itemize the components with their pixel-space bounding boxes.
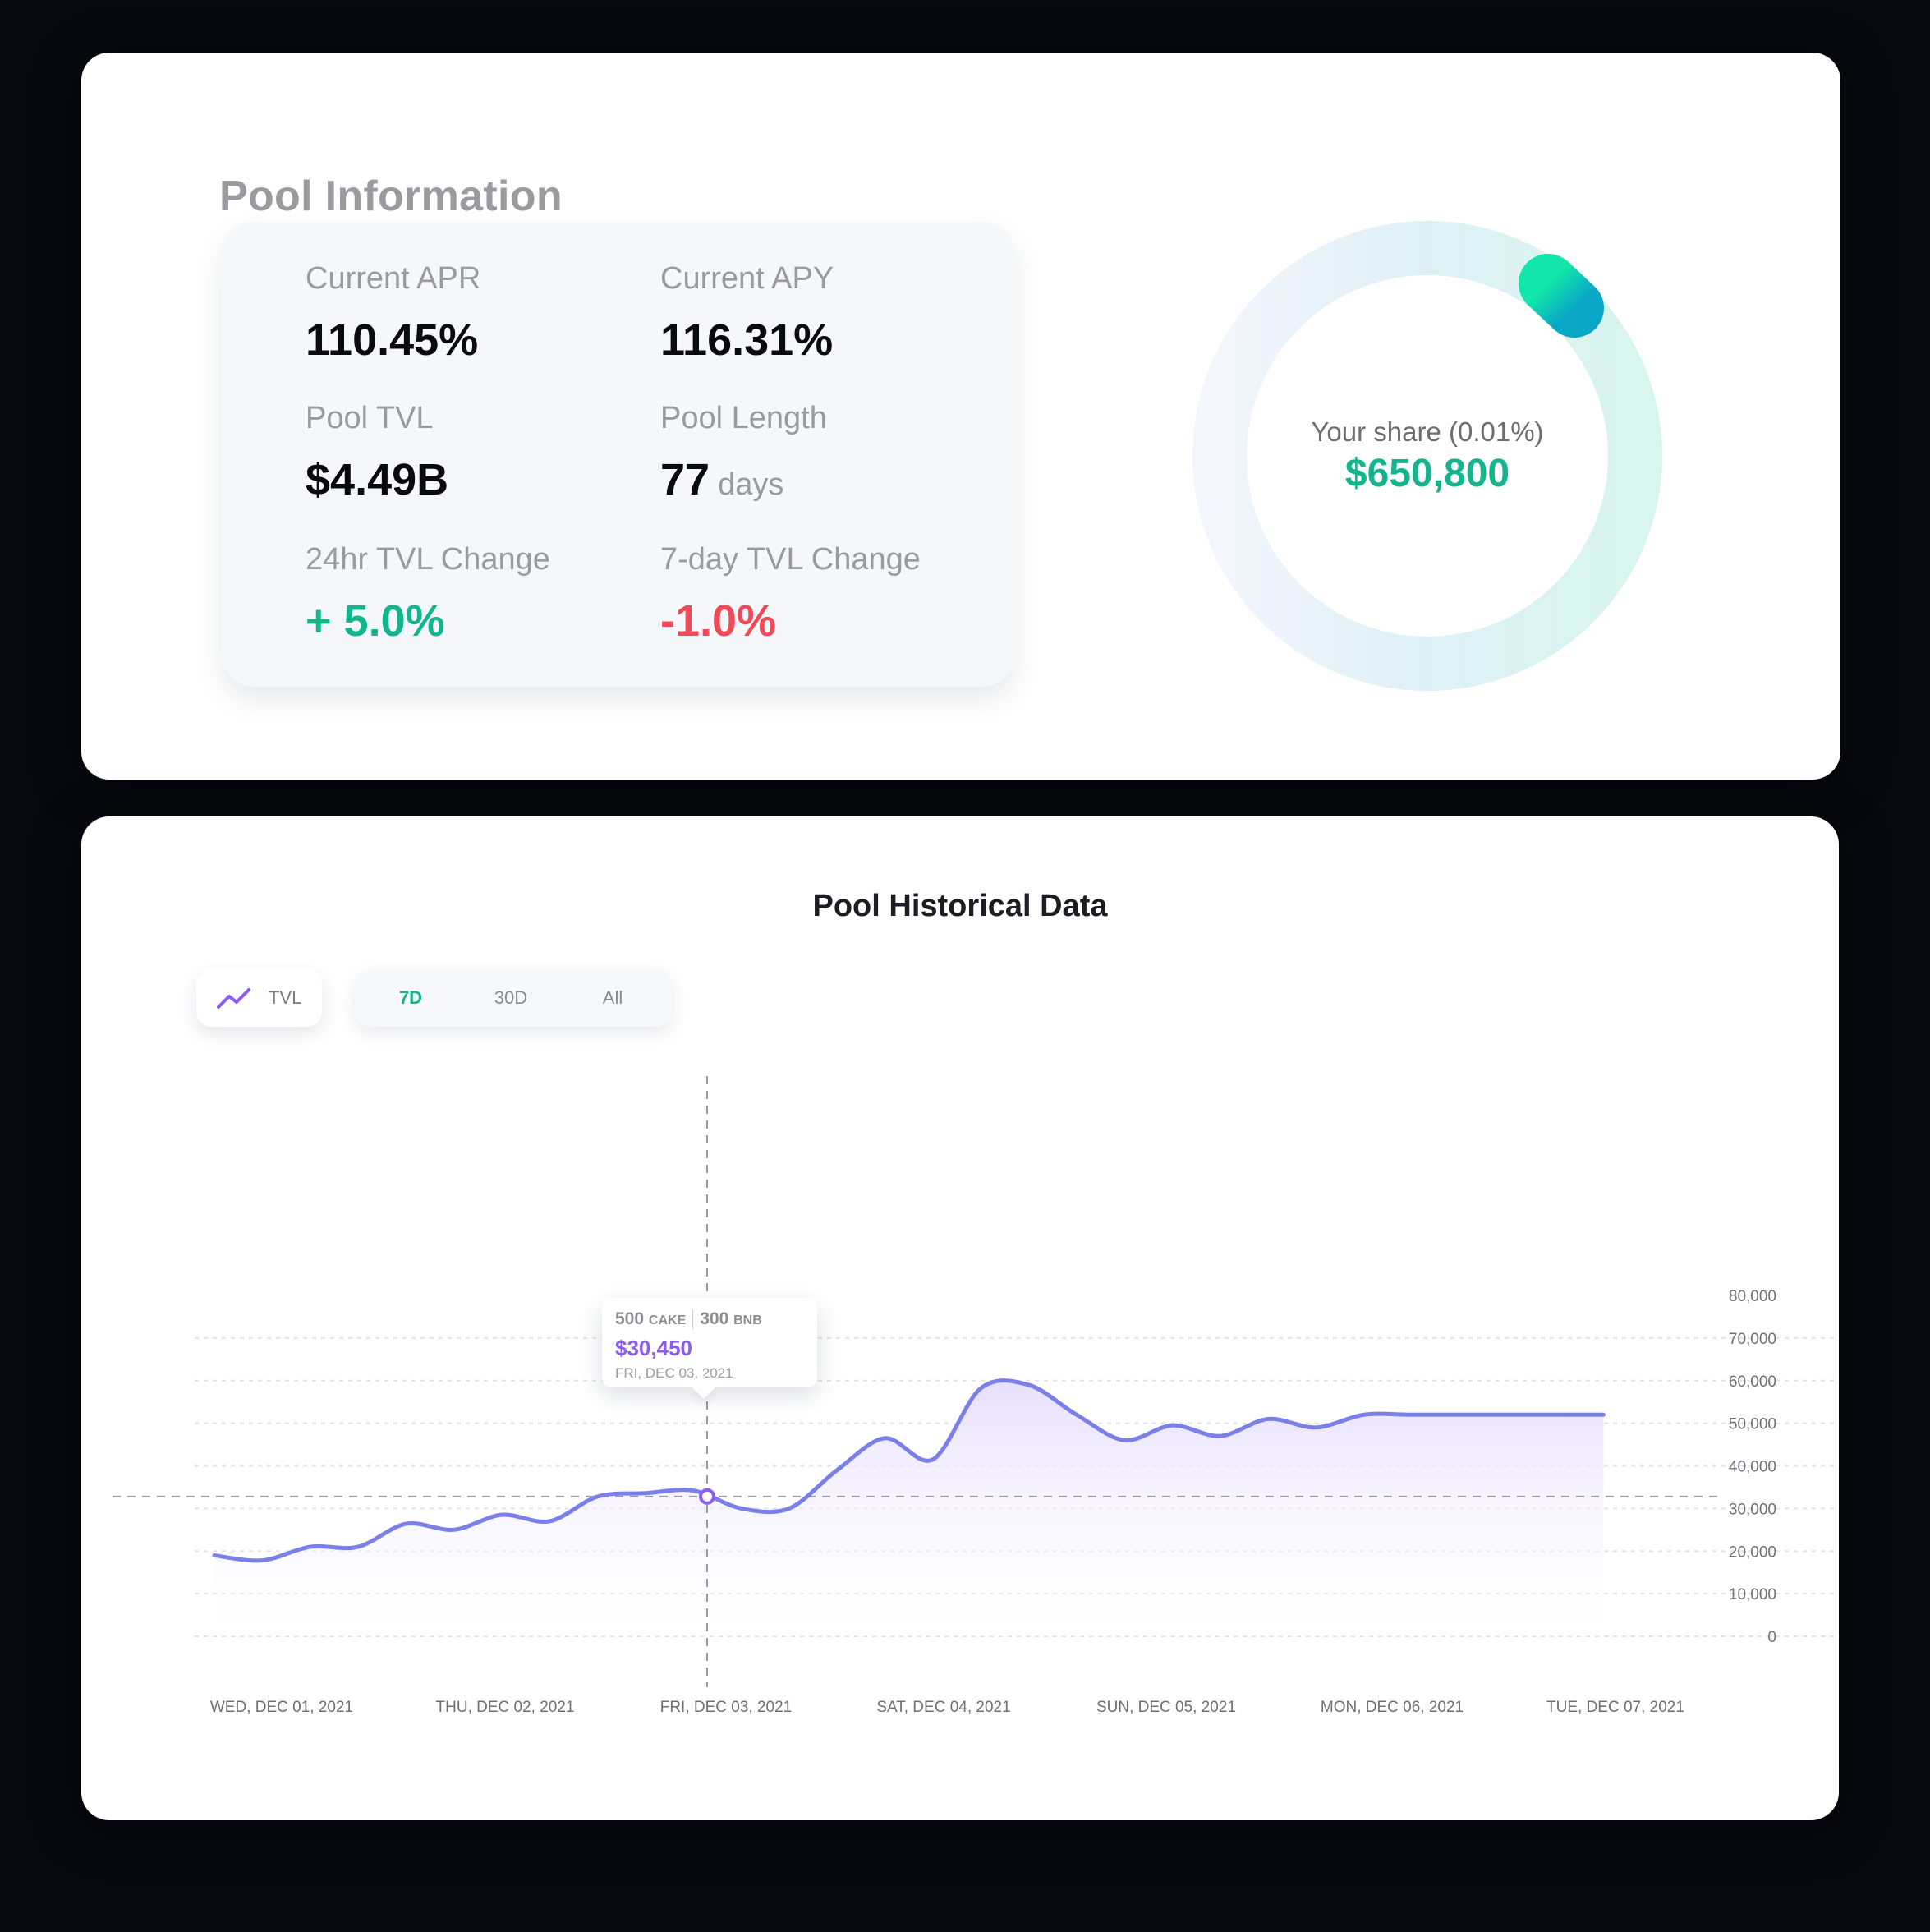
- tvl-area: [214, 1380, 1604, 1636]
- stat-value: -1.0%: [660, 596, 777, 646]
- share-donut: Your share (0.01%) $650,800: [1189, 218, 1666, 694]
- highlight-point[interactable]: [699, 1488, 715, 1505]
- stat-label: Current APY: [660, 261, 834, 296]
- range-7d-button[interactable]: 7D: [398, 987, 423, 1008]
- y-tick-label: 50,000: [1729, 1416, 1776, 1433]
- y-tick-label: 40,000: [1729, 1459, 1776, 1476]
- share-text: Your share (0.01%) $650,800: [1189, 416, 1666, 496]
- stat-value: $4.49B: [306, 455, 449, 504]
- share-label: Your share (0.01%): [1311, 416, 1544, 447]
- stat-value: 110.45%: [306, 315, 479, 365]
- metric-label: TVL: [269, 987, 302, 1008]
- tooltip-bnb-amount: 300: [700, 1309, 729, 1328]
- range-toggle: 7D 30D All: [356, 969, 671, 1027]
- x-tick-label: SAT, DEC 04, 2021: [876, 1699, 1010, 1716]
- tvl-series-line: [212, 1378, 1606, 1563]
- stat-7day-tvl-change: 7-day TVL Change -1.0%: [660, 542, 1005, 646]
- y-tick-label: 80,000: [1729, 1288, 1776, 1305]
- tooltip-value: $30,450: [615, 1336, 692, 1360]
- chart-title: Pool Historical Data: [812, 889, 1108, 923]
- x-tick-label: TUE, DEC 07, 2021: [1546, 1699, 1684, 1716]
- y-tick-label: 70,000: [1729, 1331, 1776, 1348]
- pool-information-card: Pool Information Current APR 110.45% Cur…: [81, 53, 1840, 780]
- y-tick-label: 30,000: [1729, 1501, 1776, 1518]
- stat-pool-tvl: Pool TVL $4.49B: [306, 401, 650, 505]
- tooltip-cake-amount: 500: [615, 1309, 645, 1328]
- y-tick-label: 20,000: [1729, 1543, 1776, 1561]
- stat-current-apy: Current APY 116.31%: [660, 261, 1005, 366]
- stat-current-apr: Current APR 110.45%: [306, 261, 650, 366]
- stat-label: Pool Length: [660, 401, 827, 435]
- x-tick-label: WED, DEC 01, 2021: [210, 1699, 353, 1716]
- range-30d-button[interactable]: 30D: [494, 987, 528, 1008]
- stat-value: 77: [660, 455, 710, 504]
- stats-panel: Current APR 110.45% Current APY 116.31% …: [222, 222, 1015, 687]
- tooltip-amounts: 500 CAKE 300 BNB: [615, 1309, 762, 1330]
- chart-tooltip: 500 CAKE 300 BNB $30,450 FRI, DEC 03, 202…: [602, 1298, 817, 1387]
- stat-24hr-tvl-change: 24hr TVL Change + 5.0%: [306, 542, 650, 646]
- x-tick-label: THU, DEC 02, 2021: [436, 1699, 575, 1716]
- x-tick-label: SUN, DEC 05, 2021: [1096, 1699, 1236, 1716]
- tooltip-cake-unit: CAKE: [648, 1313, 687, 1327]
- range-all-button[interactable]: All: [602, 987, 623, 1008]
- stat-label: 24hr TVL Change: [306, 542, 550, 577]
- tooltip-bnb-unit: BNB: [733, 1313, 762, 1327]
- stat-value-wrap: 77 days: [660, 454, 1005, 505]
- metric-tvl-button[interactable]: TVL: [196, 969, 322, 1027]
- x-tick-label: FRI, DEC 03, 2021: [660, 1699, 793, 1716]
- y-tick-label: 60,000: [1729, 1373, 1776, 1391]
- trend-line-icon: [217, 988, 250, 1009]
- stat-unit: days: [718, 467, 784, 502]
- share-donut-ring: [1192, 221, 1662, 691]
- tooltip-date: FRI, DEC 03, 2021: [615, 1365, 733, 1381]
- tvl-chart: 0 10,000 20,000 30,000 40,000 50,000 60,000 70,…: [113, 1076, 1836, 1716]
- stat-label: Current APR: [306, 261, 481, 296]
- stat-pool-length: Pool Length 77 days: [660, 401, 1005, 505]
- share-value: $650,800: [1344, 452, 1510, 495]
- x-tick-label: MON, DEC 06, 2021: [1321, 1699, 1464, 1716]
- pool-historical-card: 0 10,000 20,000 30,000 40,000 50,000 60,000 70,…: [81, 816, 1839, 1820]
- stat-label: 7-day TVL Change: [660, 542, 921, 577]
- y-tick-label: 10,000: [1729, 1586, 1776, 1603]
- stat-label: Pool TVL: [306, 401, 434, 435]
- page-title: Pool Information: [219, 172, 563, 220]
- stat-value: + 5.0%: [306, 596, 445, 646]
- stat-value: 116.31%: [660, 315, 834, 365]
- y-tick-label: 0: [1767, 1629, 1776, 1646]
- tooltip-separator: [692, 1309, 694, 1330]
